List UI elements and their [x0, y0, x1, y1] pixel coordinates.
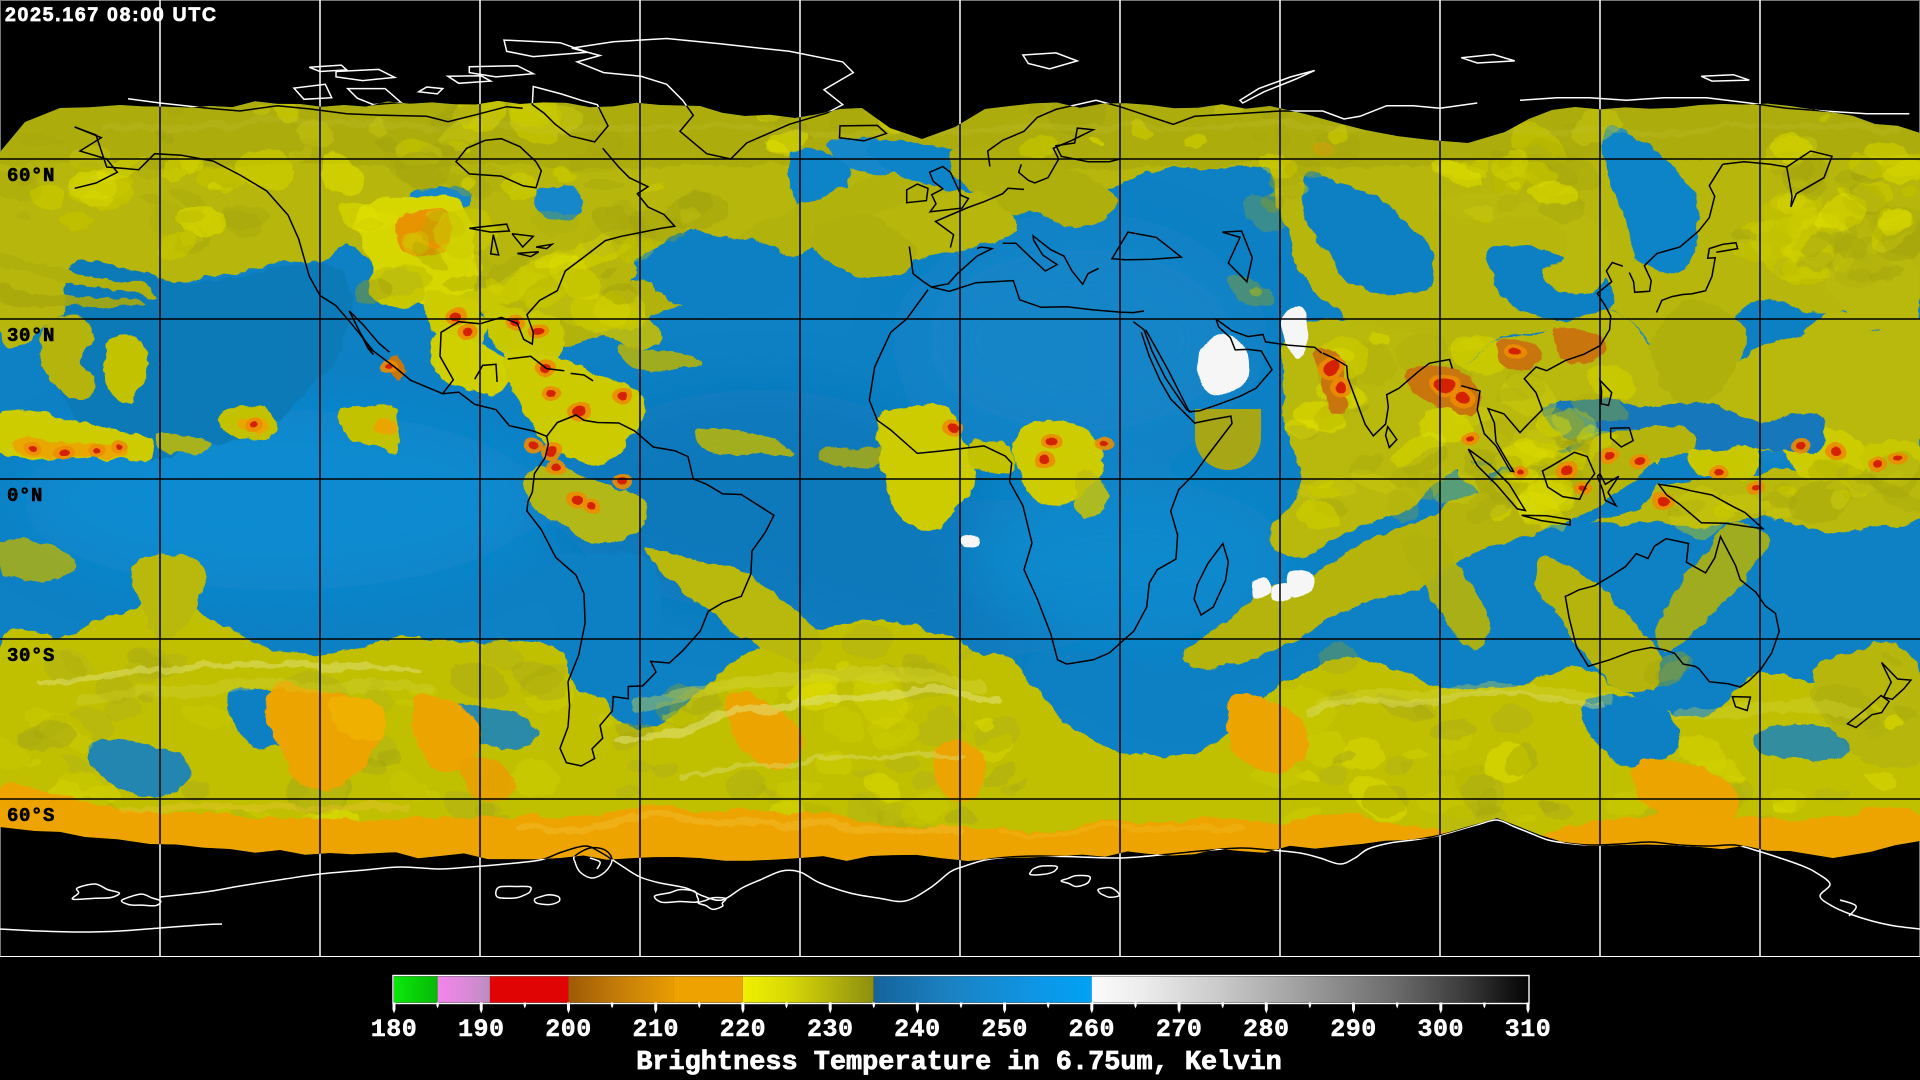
svg-text:30°S: 30°S [7, 645, 55, 667]
svg-text:0°N: 0°N [7, 485, 43, 507]
svg-text:200: 200 [545, 1015, 592, 1044]
svg-text:270: 270 [1156, 1015, 1203, 1044]
svg-text:180: 180 [371, 1015, 418, 1044]
svg-text:240: 240 [894, 1015, 941, 1044]
svg-text:Brightness Temperature in 6.75: Brightness Temperature in 6.75um, Kelvin [636, 1048, 1281, 1078]
svg-text:300: 300 [1418, 1015, 1465, 1044]
svg-text:60°S: 60°S [7, 805, 55, 827]
svg-text:30°N: 30°N [7, 325, 55, 347]
svg-text:250: 250 [981, 1015, 1028, 1044]
svg-text:230: 230 [807, 1015, 854, 1044]
svg-text:280: 280 [1243, 1015, 1290, 1044]
svg-text:310: 310 [1505, 1015, 1552, 1044]
svg-text:260: 260 [1069, 1015, 1116, 1044]
svg-text:2025.167 08:00 UTC: 2025.167 08:00 UTC [5, 4, 218, 26]
svg-text:290: 290 [1330, 1015, 1377, 1044]
svg-text:190: 190 [458, 1015, 505, 1044]
svg-text:220: 220 [720, 1015, 767, 1044]
svg-text:210: 210 [632, 1015, 679, 1044]
svg-text:60°N: 60°N [7, 165, 55, 187]
